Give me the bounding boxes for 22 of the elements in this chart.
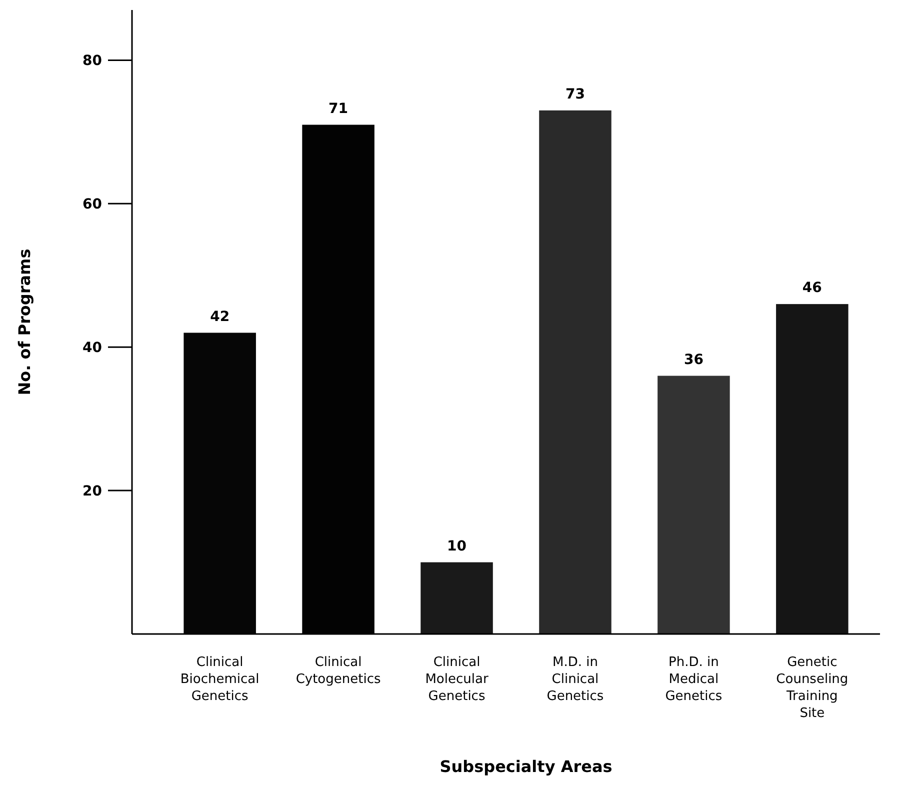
bar bbox=[776, 304, 848, 634]
data-label: 10 bbox=[447, 538, 467, 554]
data-label: 46 bbox=[802, 280, 822, 296]
x-tick-label: Ph.D. in Medical Genetics bbox=[665, 655, 722, 704]
data-label: 73 bbox=[565, 86, 585, 102]
y-tick-label: 20 bbox=[82, 483, 102, 500]
y-axis-title: No. of Programs bbox=[15, 248, 34, 396]
x-tick-label: Clinical Cytogenetics bbox=[296, 655, 381, 687]
bar bbox=[658, 376, 730, 634]
x-tick-label: Clinical Molecular Genetics bbox=[425, 655, 489, 704]
x-tick-label: M.D. in Clinical Genetics bbox=[546, 655, 604, 704]
bar bbox=[539, 110, 612, 634]
data-label: 36 bbox=[684, 352, 704, 368]
x-axis-title: Subspecialty Areas bbox=[440, 757, 612, 776]
bar bbox=[420, 562, 493, 634]
x-tick-label: Clinical Biochemical Genetics bbox=[180, 655, 260, 704]
data-label: 71 bbox=[328, 100, 348, 117]
x-tick-label: Genetic Counseling Training Site bbox=[776, 655, 848, 721]
y-tick-label: 40 bbox=[82, 340, 102, 356]
y-tick-label: 60 bbox=[82, 196, 102, 213]
data-label: 42 bbox=[210, 308, 230, 325]
y-tick-label: 80 bbox=[82, 53, 102, 70]
